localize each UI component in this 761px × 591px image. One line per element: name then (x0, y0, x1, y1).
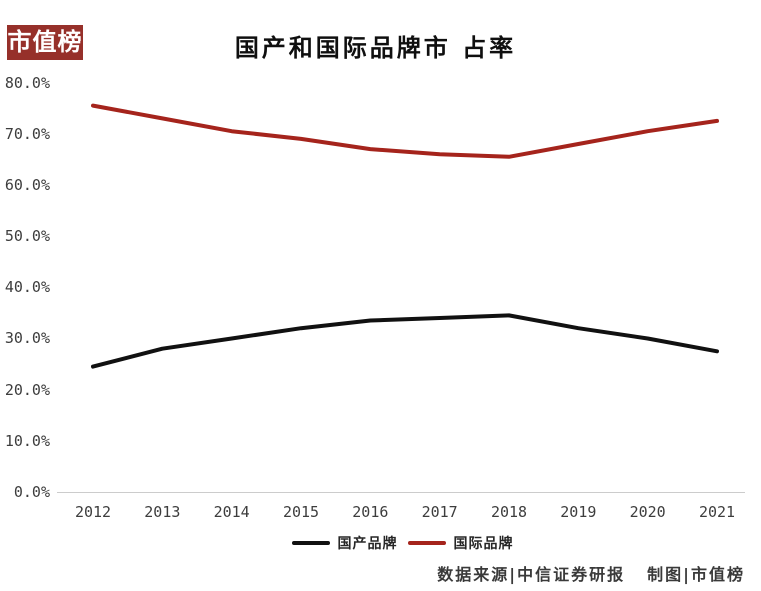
x-axis-tick-label: 2016 (352, 503, 389, 521)
chart-credit-text: 制图|市值榜 (647, 565, 745, 584)
data-source-text: 数据来源|中信证券研报 (437, 565, 626, 584)
x-axis-tick-label: 2017 (421, 503, 458, 521)
chart-title: 国产和国际品牌市 占率 (234, 34, 517, 62)
y-axis-tick-label: 80.0% (4, 73, 50, 92)
legend-label-international: 国际品牌 (453, 536, 514, 552)
x-axis-tick-label: 2020 (629, 503, 666, 521)
footer-credits: 数据来源|中信证券研报 制图|市值榜 (437, 561, 745, 585)
legend: 国产品牌 国际品牌 (60, 533, 745, 553)
y-axis-tick-label: 60.0% (4, 175, 50, 194)
x-axis-tick-label: 2014 (213, 503, 250, 521)
international-line-swatch (407, 541, 446, 545)
x-axis-tick-label: 2015 (282, 503, 320, 521)
y-axis-tick-label: 10.0% (4, 431, 50, 450)
x-axis-line (57, 492, 745, 493)
x-axis-tick-label: 2019 (560, 503, 597, 521)
x-axis-tick-label: 2012 (74, 503, 112, 521)
y-axis-tick-label: 30.0% (4, 329, 50, 348)
x-axis-tick-label: 2013 (144, 503, 181, 521)
legend-label-domestic: 国产品牌 (337, 536, 398, 552)
y-axis-tick-label: 40.0% (4, 278, 50, 297)
legend-item-domestic: 国产品牌 (291, 533, 398, 553)
y-axis-tick-label: 0.0% (13, 483, 50, 501)
brand-logo: 市值榜 (7, 25, 83, 60)
series-line-国产品牌 (91, 313, 719, 369)
legend-item-international: 国际品牌 (407, 533, 514, 553)
y-axis-tick-label: 50.0% (4, 227, 50, 246)
y-axis-tick-label: 20.0% (4, 380, 50, 399)
y-axis-tick-label: 70.0% (4, 124, 50, 143)
domestic-line-swatch (291, 541, 330, 545)
series-line-国际品牌 (91, 103, 719, 159)
x-axis-tick-label: 2021 (698, 503, 736, 521)
x-axis-tick-label: 2018 (490, 503, 528, 521)
